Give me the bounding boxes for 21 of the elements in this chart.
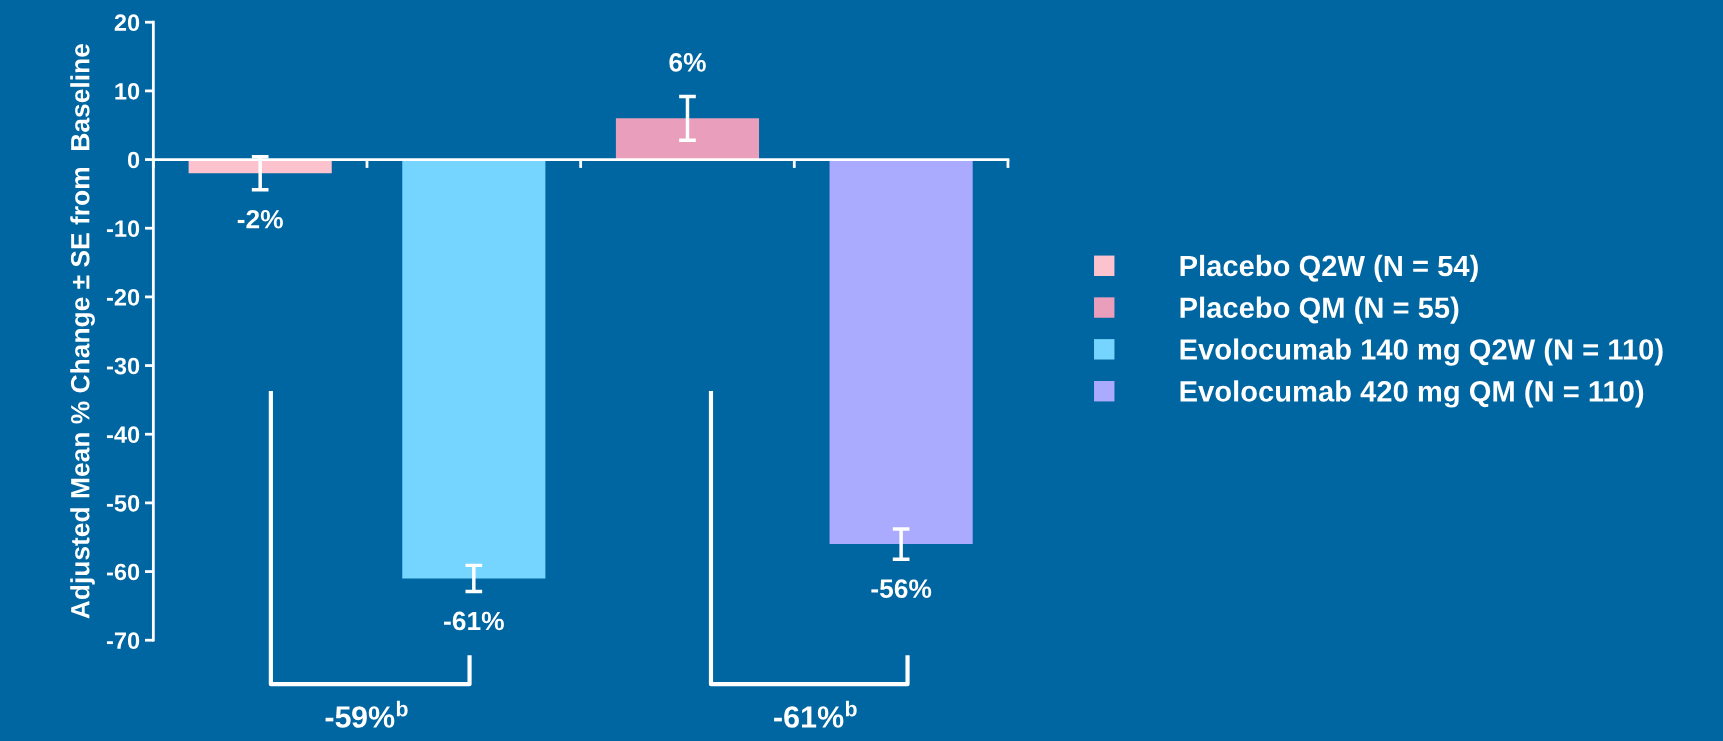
legend-label: Placebo QM (N = 55)	[1180, 296, 1459, 324]
data-label: -2%	[237, 209, 283, 229]
y-tick-label: -50	[106, 494, 140, 512]
y-tick-label: 20	[114, 14, 140, 32]
text: -61%$^{b}$	[774, 700, 857, 728]
y-tick-label: -60	[106, 563, 140, 581]
text: -59%$^{b}$	[325, 700, 408, 728]
legend-label: Placebo Q2W (N = 54)	[1180, 254, 1478, 283]
y-tick-label: 0	[127, 151, 140, 169]
y-tick-label: -40	[106, 426, 140, 444]
data-label: 6%	[669, 53, 706, 72]
y-tick-label: -10	[106, 220, 140, 238]
y-axis-title: Adjusted Mean % Change ± SE from Baseline	[70, 44, 95, 619]
y-tick-label: -30	[106, 357, 140, 375]
data-label: -56%	[871, 579, 932, 599]
y-tick-label: -20	[106, 288, 140, 306]
legend-label: Evolocumab 420 mg QM (N = 110)	[1180, 380, 1644, 408]
legend-label: Evolocumab 140 mg Q2W (N = 110)	[1180, 338, 1663, 366]
y-tick-label: 10	[115, 82, 140, 100]
y-tick-label: -70	[106, 632, 140, 650]
data-label: -61%	[444, 611, 504, 631]
